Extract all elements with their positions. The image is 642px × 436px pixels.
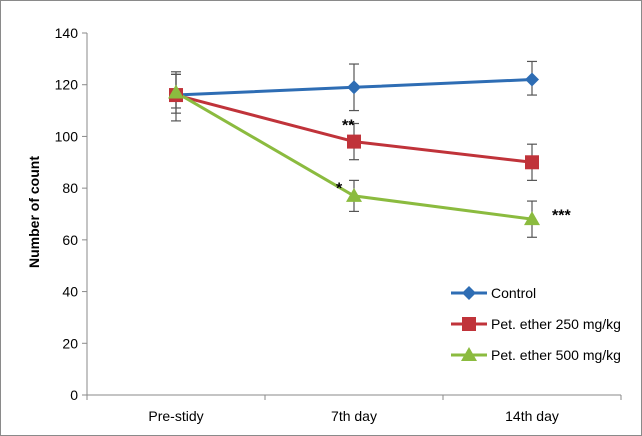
y-tick-label: 120 [55, 77, 79, 93]
y-tick-label: 60 [62, 232, 78, 248]
y-tick-label: 80 [62, 180, 78, 196]
legend-marker-pet-ether-500-mg-kg [461, 347, 477, 361]
x-tick-label: Pre-stidy [148, 408, 203, 424]
y-tick-label: 140 [55, 25, 79, 41]
significance-marker: ** [342, 117, 355, 134]
series-markers [168, 72, 540, 226]
x-tick-label: 14th day [505, 408, 559, 424]
legend: Control Pet. ether 250 mg/kg Pet. ether 50… [451, 285, 621, 363]
y-tick-label: 0 [70, 387, 78, 403]
significance-marker: * [336, 180, 343, 197]
significance-marker: *** [552, 208, 571, 225]
legend-label-control: Control [491, 285, 536, 301]
x-tick-label: 7th day [331, 408, 377, 424]
legend-label-pet-ether-250-mg-kg: Pet. ether 250 mg/kg [491, 316, 621, 332]
legend-marker-pet-ether-250-mg-kg [462, 317, 476, 331]
legend-marker-control [462, 286, 476, 300]
data-point-pet-ether-250-mg-kg [347, 134, 361, 149]
data-point-pet-ether-500-mg-kg [524, 211, 540, 226]
y-axis-title: Number of count [26, 156, 42, 268]
y-tick-label: 100 [55, 128, 79, 144]
y-tick-label: 40 [62, 284, 78, 300]
data-point-pet-ether-500-mg-kg [168, 84, 184, 99]
y-tick-label: 20 [62, 335, 78, 351]
tick-labels: 0 20 40 60 80 100 120 140 Pre-stidy 7th day 14th d… [55, 25, 559, 424]
data-point-pet-ether-500-mg-kg [346, 187, 362, 202]
significance-annotations: ****** [336, 117, 571, 224]
data-point-control [525, 72, 539, 87]
axes [82, 32, 622, 400]
legend-label-pet-ether-500-mg-kg: Pet. ether 500 mg/kg [491, 347, 621, 363]
data-point-pet-ether-250-mg-kg [525, 155, 539, 170]
data-point-control [347, 80, 361, 95]
